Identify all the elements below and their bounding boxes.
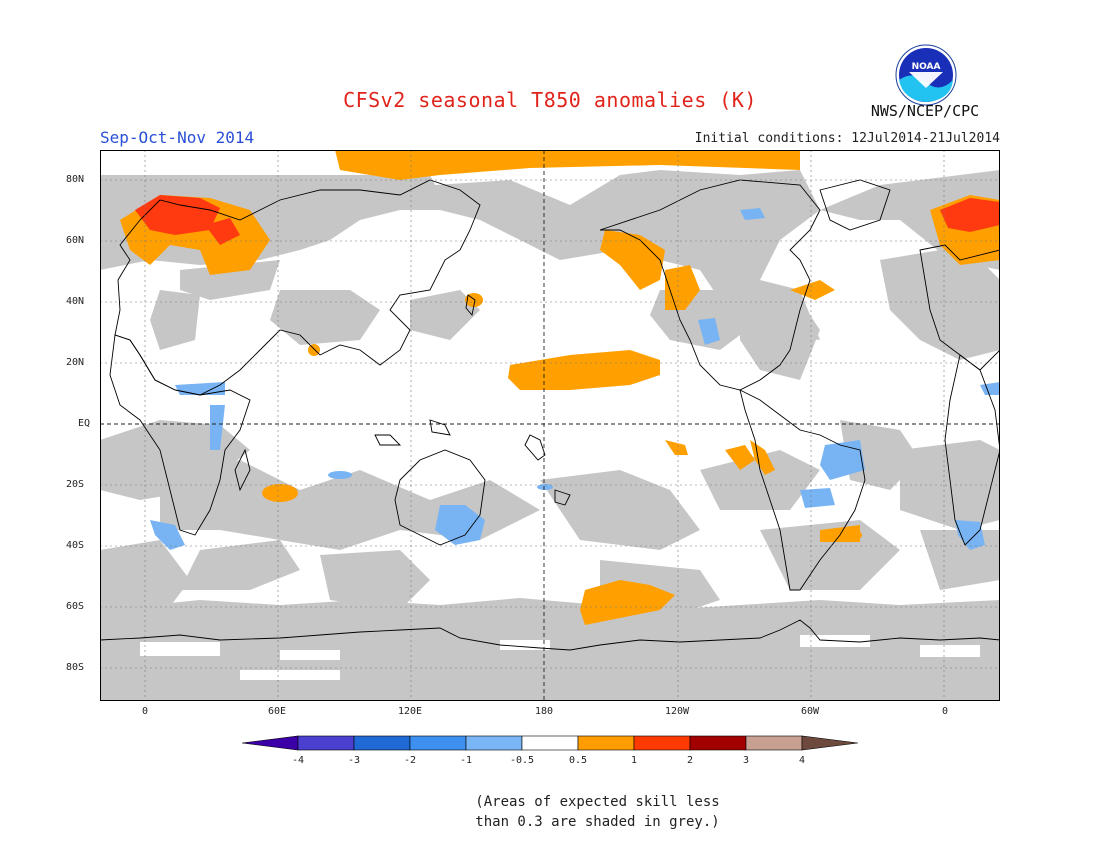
lat-label: 80N bbox=[66, 174, 85, 185]
colorbar-swatch bbox=[633, 735, 691, 751]
colorbar-swatch bbox=[241, 735, 299, 751]
cool-anomalies bbox=[150, 208, 1000, 550]
lon-label: 0 bbox=[942, 706, 949, 717]
antarctic-white-patches bbox=[140, 635, 980, 680]
lat-label: 80S bbox=[66, 662, 85, 673]
agency-label: NWS/NCEP/CPC bbox=[870, 102, 980, 120]
colorbar-label: -4 bbox=[292, 755, 304, 766]
noaa-logo: NOAA bbox=[895, 44, 957, 110]
strong-warm-anomalies bbox=[135, 195, 1000, 245]
skill-note-line: than 0.3 are shaded in grey.) bbox=[475, 814, 720, 830]
colorbar-label: -3 bbox=[348, 755, 360, 766]
coastlines bbox=[100, 179, 1000, 651]
colorbar-swatches bbox=[241, 735, 859, 751]
lon-label: 60E bbox=[268, 706, 287, 717]
skill-note-line: (Areas of expected skill less bbox=[475, 794, 720, 810]
colorbar-label: 0.5 bbox=[569, 755, 587, 766]
colorbar-label: 3 bbox=[743, 755, 749, 766]
lon-label: 60W bbox=[801, 706, 820, 717]
colorbar-label: -0.5 bbox=[510, 755, 534, 766]
map-frame bbox=[100, 150, 1000, 701]
graticule bbox=[100, 150, 1000, 701]
lat-label: EQ bbox=[78, 418, 91, 429]
noaa-logo-text: NOAA bbox=[912, 62, 941, 72]
equator-dateline bbox=[100, 150, 1000, 701]
colorbar-swatch bbox=[409, 735, 467, 751]
colorbar-labels: -4 -3 -2 -1 -0.5 0.5 1 2 3 4 bbox=[292, 755, 805, 766]
map-title: CFSv2 seasonal T850 anomalies (K) bbox=[343, 88, 757, 112]
lat-label: 60N bbox=[66, 235, 85, 246]
skill-note: (Areas of expected skill less than 0.3 a… bbox=[0, 792, 1100, 832]
season-label: Sep-Oct-Nov 2014 bbox=[100, 128, 255, 147]
colorbar-swatch bbox=[465, 735, 523, 751]
colorbar-swatch bbox=[801, 735, 859, 751]
anomaly-map bbox=[100, 150, 1000, 701]
colorbar-label: -1 bbox=[460, 755, 472, 766]
lon-label: 120W bbox=[665, 706, 690, 717]
lat-label: 40N bbox=[66, 296, 85, 307]
colorbar-swatch bbox=[577, 735, 635, 751]
colorbar-label: 1 bbox=[631, 755, 637, 766]
colorbar-swatch bbox=[353, 735, 411, 751]
colorbar-swatch bbox=[521, 735, 579, 751]
lat-label: 60S bbox=[66, 601, 85, 612]
lon-label: 0 bbox=[142, 706, 149, 717]
colorbar-label: 2 bbox=[687, 755, 693, 766]
colorbar: -4 -3 -2 -1 -0.5 0.5 1 2 3 4 bbox=[241, 735, 859, 766]
lat-label: 20S bbox=[66, 479, 85, 490]
colorbar-swatch bbox=[689, 735, 747, 751]
lon-label: 120E bbox=[398, 706, 423, 717]
colorbar-label: -2 bbox=[404, 755, 416, 766]
colorbar-swatch bbox=[297, 735, 355, 751]
colorbar-label: 4 bbox=[799, 755, 805, 766]
lat-label: 40S bbox=[66, 540, 85, 551]
lat-label: 20N bbox=[66, 357, 85, 368]
lon-label: 180 bbox=[535, 706, 554, 717]
initial-conditions-label: Initial conditions: 12Jul2014-21Jul2014 bbox=[694, 131, 1000, 146]
colorbar-swatch bbox=[745, 735, 803, 751]
